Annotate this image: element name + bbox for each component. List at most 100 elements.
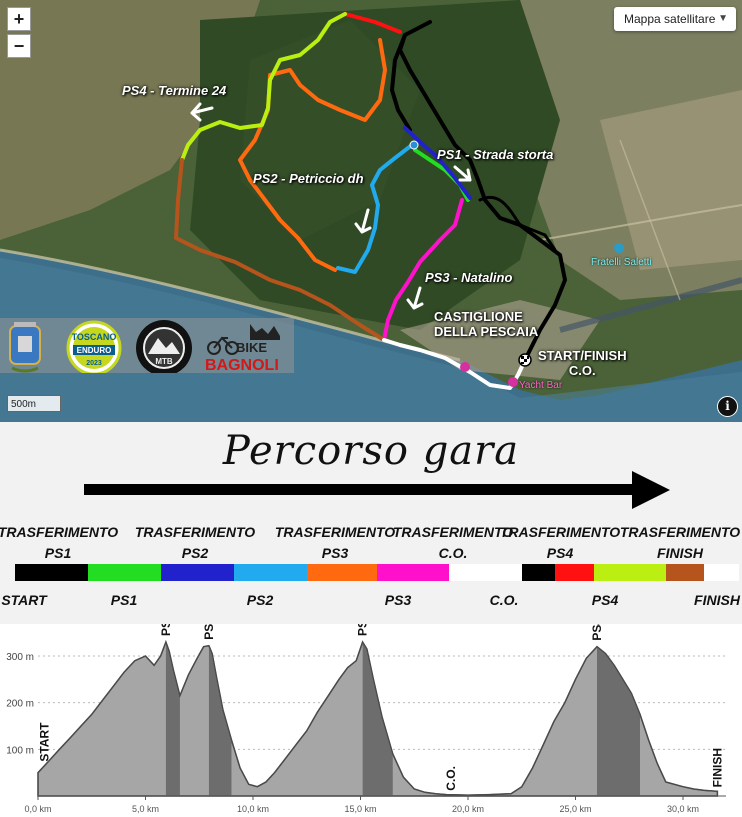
map-type-dropdown[interactable]: Mappa satellitare ▼ bbox=[614, 7, 736, 31]
color-segment bbox=[555, 564, 594, 581]
satellite-imagery bbox=[0, 0, 742, 422]
x-tick-label: 0,0 km bbox=[24, 804, 51, 814]
comune-crest-logo bbox=[9, 322, 41, 373]
toscano-logo-text: TOSCANO bbox=[72, 332, 117, 342]
x-tick-label: 20,0 km bbox=[452, 804, 484, 814]
chevron-down-icon: ▼ bbox=[718, 13, 728, 24]
route-color-bar bbox=[15, 564, 739, 581]
label-town: CASTIGLIONE DELLA PESCAIA bbox=[434, 309, 538, 339]
bike-logo-text: BIKE bbox=[236, 340, 267, 355]
color-segment bbox=[666, 564, 704, 581]
stage-band bbox=[165, 642, 180, 796]
segment-label: TRASFERIMENTO PS4 bbox=[500, 522, 620, 564]
town-line2: DELLA PESCAIA bbox=[434, 324, 539, 339]
segment-label-line2: PS2 bbox=[181, 545, 209, 561]
x-tick-label: 5,0 km bbox=[132, 804, 159, 814]
color-segment bbox=[594, 564, 666, 581]
mtb-gear-logo: MTB bbox=[136, 320, 192, 376]
segment-label-line1: TRASFERIMENTO bbox=[499, 524, 621, 540]
y-tick-label: 300 m bbox=[6, 652, 34, 663]
segment-label-line1: TRASFERIMENTO bbox=[274, 524, 396, 540]
segment-label-line2: C.O. bbox=[438, 545, 468, 561]
direction-arrow-line bbox=[84, 484, 644, 495]
label-ps1: PS1 - Strada storta bbox=[437, 147, 554, 162]
y-axis-labels: 100 m 200 m 300 m bbox=[6, 652, 34, 756]
color-segment bbox=[161, 564, 234, 581]
color-segment bbox=[15, 564, 88, 581]
bike-bagnoli-logo: BIKE BAGNOLI bbox=[205, 324, 280, 374]
zoom-out-button[interactable]: − bbox=[7, 34, 31, 58]
race-route bbox=[174, 12, 567, 390]
sponsor-logos: TOSCANO ENDURO 2023 MTB BIKE BAGNOLI bbox=[0, 318, 294, 376]
segment-label-line1: TRASFERIMENTO bbox=[0, 524, 119, 540]
point-label: START bbox=[1, 592, 47, 608]
stage-band bbox=[362, 642, 393, 796]
profile-marker-label: PS3 bbox=[356, 624, 370, 636]
x-axis-labels: 0,0 km 5,0 km 10,0 km 15,0 km 20,0 km 25,0 km… bbox=[24, 796, 699, 814]
point-label: PS3 bbox=[384, 592, 412, 608]
y-tick-label: 200 m bbox=[6, 699, 34, 710]
color-segment bbox=[449, 564, 522, 581]
color-segment bbox=[522, 564, 555, 581]
profile-marker-label: PS2 bbox=[202, 624, 216, 640]
arrow-right-icon bbox=[632, 471, 670, 509]
point-label: PS4 bbox=[591, 592, 619, 608]
x-tick-label: 30,0 km bbox=[667, 804, 699, 814]
x-tick-label: 25,0 km bbox=[559, 804, 591, 814]
toscano-year-text: 2023 bbox=[86, 360, 102, 367]
color-segment bbox=[377, 564, 449, 581]
segment-label: TRASFERIMENTO PS3 bbox=[275, 522, 395, 564]
elevation-outline bbox=[37, 640, 718, 797]
label-ps4: PS4 - Termine 24 bbox=[122, 83, 227, 98]
x-tick-label: 10,0 km bbox=[237, 804, 269, 814]
segment-label-line2: PS1 bbox=[44, 545, 72, 561]
profile-marker-label: PS4 bbox=[590, 624, 604, 641]
direction-arrows bbox=[190, 102, 472, 310]
elevation-profile-chart: 100 m 200 m 300 m 0,0 km 5,0 km 10,0 km 15,0 … bbox=[6, 624, 726, 814]
map-scale: 500m bbox=[7, 395, 61, 412]
town-line1: CASTIGLIONE bbox=[434, 309, 523, 324]
label-start-finish: START/FINISH C.O. bbox=[538, 348, 627, 378]
segment-label-line2: PS4 bbox=[546, 545, 574, 561]
profile-markers: START PS1 PS2 PS3 C.O. PS4 FINISH bbox=[37, 624, 724, 791]
poi-yacht-bar[interactable]: Yacht Bar bbox=[519, 380, 563, 391]
start-line1: START/FINISH bbox=[538, 348, 627, 363]
color-segment bbox=[234, 564, 307, 581]
point-label: FINISH bbox=[694, 592, 740, 608]
segment-label-line1: TRASFERIMENTO bbox=[392, 524, 514, 540]
segment-label-line2: FINISH bbox=[657, 545, 703, 561]
segment-label: TRASFERIMENTO C.O. bbox=[393, 522, 513, 564]
segment-label: TRASFERIMENTO FINISH bbox=[620, 522, 740, 564]
point-label: PS2 bbox=[246, 592, 274, 608]
profile-marker-label: PS1 bbox=[159, 624, 173, 636]
stage-band bbox=[597, 642, 640, 796]
label-ps2: PS2 - Petriccio dh bbox=[253, 171, 364, 186]
profile-marker-label: START bbox=[37, 722, 51, 762]
y-tick-label: 100 m bbox=[6, 745, 34, 756]
route-legend: Percorso gara TRASFERIMENTO PS1 TRASFERI… bbox=[0, 422, 742, 624]
segment-label-line1: TRASFERIMENTO bbox=[619, 524, 741, 540]
bagnoli-logo-text: BAGNOLI bbox=[205, 357, 279, 373]
enduro-logo-text: ENDURO bbox=[77, 346, 112, 355]
label-ps3: PS3 - Natalino bbox=[425, 270, 513, 285]
route-map[interactable]: + − Mappa satellitare ▼ PS4 - Termine 24… bbox=[0, 0, 742, 422]
segment-label-line1: TRASFERIMENTO bbox=[134, 524, 256, 540]
color-segment bbox=[704, 564, 739, 581]
zoom-in-button[interactable]: + bbox=[7, 7, 31, 31]
segment-label: TRASFERIMENTO PS2 bbox=[135, 522, 255, 564]
map-type-label: Mappa satellitare bbox=[624, 12, 716, 26]
color-segment bbox=[88, 564, 161, 581]
toscano-enduro-logo: TOSCANO ENDURO 2023 bbox=[66, 320, 122, 376]
point-label: PS1 bbox=[110, 592, 138, 608]
color-segment bbox=[307, 564, 377, 581]
point-label: C.O. bbox=[489, 592, 519, 608]
info-icon[interactable]: i bbox=[717, 396, 738, 417]
segment-label: TRASFERIMENTO PS1 bbox=[0, 522, 118, 564]
profile-marker-label: C.O. bbox=[444, 766, 458, 791]
sponsor-logos-graphic: TOSCANO ENDURO 2023 MTB BIKE BAGNOLI bbox=[9, 320, 280, 376]
mtb-logo-text: MTB bbox=[155, 357, 173, 366]
start-line2: C.O. bbox=[568, 363, 596, 378]
poi-fratelli-saletti[interactable]: Fratelli Saletti bbox=[591, 257, 652, 268]
legend-title: Percorso gara bbox=[222, 428, 520, 474]
profile-marker-label: FINISH bbox=[710, 748, 724, 787]
